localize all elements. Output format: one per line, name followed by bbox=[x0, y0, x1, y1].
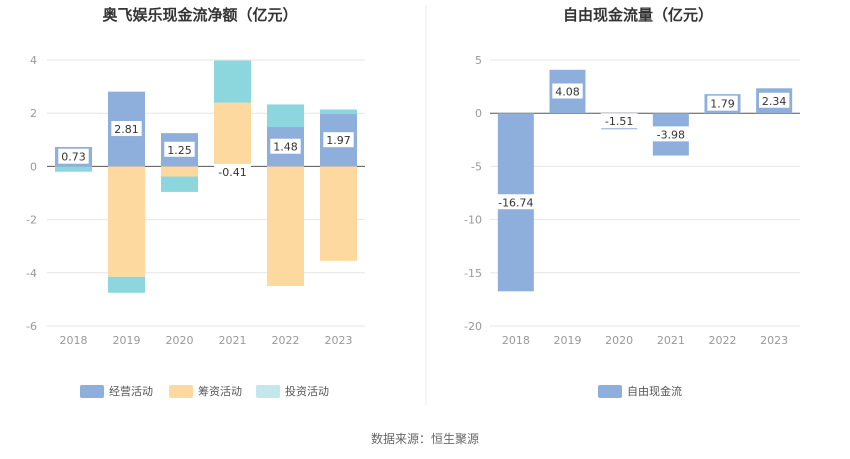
x-tick-label: 2022 bbox=[272, 334, 300, 347]
data-label: 1.25 bbox=[167, 144, 192, 157]
x-tick-label: 2021 bbox=[219, 334, 247, 347]
bar-segment bbox=[161, 176, 198, 192]
data-label: 1.48 bbox=[273, 141, 298, 154]
bar-segment bbox=[108, 166, 145, 277]
data-label-background bbox=[58, 148, 89, 164]
data-label-background bbox=[494, 194, 538, 210]
data-label-background bbox=[111, 121, 142, 137]
y-tick-label: -2 bbox=[26, 214, 37, 227]
y-tick-label: -10 bbox=[464, 214, 482, 227]
data-label: 1.97 bbox=[326, 134, 351, 147]
legend-swatch bbox=[598, 385, 622, 398]
data-label: 4.08 bbox=[555, 85, 580, 98]
data-label-background bbox=[164, 141, 195, 157]
bar-segment bbox=[214, 102, 251, 167]
x-tick-label: 2021 bbox=[657, 334, 685, 347]
y-tick-label: -5 bbox=[471, 160, 482, 173]
data-label: -1.51 bbox=[605, 115, 633, 128]
y-tick-label: 0 bbox=[475, 107, 482, 120]
data-source: 数据来源：恒生聚源 bbox=[370, 432, 479, 446]
data-label-background bbox=[758, 92, 790, 108]
bar-segment bbox=[267, 104, 304, 128]
chart-title: 奥飞娱乐现金流净额（亿元） bbox=[102, 6, 297, 24]
data-label-background bbox=[270, 138, 301, 154]
bar-segment bbox=[320, 109, 357, 114]
data-label: -16.74 bbox=[498, 196, 533, 209]
y-tick-label: -6 bbox=[26, 320, 37, 333]
bar-segment bbox=[214, 60, 251, 103]
data-label: -0.41 bbox=[218, 166, 246, 179]
data-label-background bbox=[214, 163, 251, 179]
bar-segment bbox=[161, 166, 198, 177]
y-tick-label: -15 bbox=[464, 267, 482, 280]
bar-segment bbox=[320, 166, 357, 261]
legend-swatch bbox=[256, 385, 280, 398]
y-tick-label: 0 bbox=[30, 160, 37, 173]
legend-label: 经营活动 bbox=[109, 384, 153, 398]
x-tick-label: 2023 bbox=[325, 334, 353, 347]
x-tick-label: 2020 bbox=[166, 334, 194, 347]
y-tick-label: 2 bbox=[30, 107, 37, 120]
data-label-background bbox=[600, 113, 638, 129]
data-label: 2.34 bbox=[762, 95, 787, 108]
x-tick-label: 2023 bbox=[760, 334, 788, 347]
bar-segment bbox=[55, 166, 92, 172]
cash-flow-net-chart: 奥飞娱乐现金流净额（亿元） 4 2 0 -2 -4 -6 2018 2019 2020 2021 20… bbox=[26, 6, 365, 398]
y-tick-label: -4 bbox=[26, 267, 37, 280]
data-label: -3.98 bbox=[657, 128, 685, 141]
legend-label: 投资活动 bbox=[285, 384, 329, 398]
legend-swatch bbox=[169, 385, 193, 398]
data-label-background bbox=[552, 83, 583, 99]
x-tick-label: 2018 bbox=[502, 334, 530, 347]
x-tick-label: 2019 bbox=[554, 334, 582, 347]
y-tick-label: 5 bbox=[475, 54, 482, 67]
x-tick-label: 2020 bbox=[605, 334, 633, 347]
chart-title: 自由现金流量（亿元） bbox=[563, 6, 713, 24]
data-label-background bbox=[707, 95, 738, 111]
data-label: 0.73 bbox=[61, 151, 86, 164]
data-label-background bbox=[652, 126, 690, 142]
data-label-background bbox=[323, 132, 354, 148]
data-label: 1.79 bbox=[710, 98, 735, 111]
data-label: 2.81 bbox=[114, 123, 139, 136]
x-tick-label: 2019 bbox=[113, 334, 141, 347]
y-tick-label: 4 bbox=[30, 54, 37, 67]
legend-label: 自由现金流 bbox=[627, 384, 682, 398]
x-tick-label: 2022 bbox=[709, 334, 737, 347]
legend-swatch bbox=[80, 385, 104, 398]
free-cash-flow-chart: 自由现金流量（亿元） 5 0 -5 -10 -15 -20 2018 2019 2020 2021 2… bbox=[464, 6, 800, 398]
legend-label: 筹资活动 bbox=[198, 384, 242, 398]
y-tick-label: -20 bbox=[464, 320, 482, 333]
bar-segment bbox=[267, 166, 304, 287]
x-tick-label: 2018 bbox=[60, 334, 88, 347]
bar-segment bbox=[108, 276, 145, 293]
